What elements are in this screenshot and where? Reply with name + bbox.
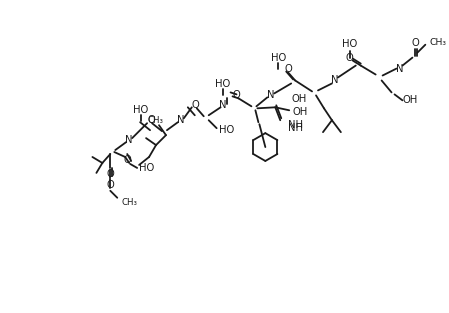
Text: NH: NH bbox=[288, 123, 303, 133]
Text: HO: HO bbox=[271, 53, 286, 63]
Text: N: N bbox=[331, 75, 339, 85]
Text: O: O bbox=[123, 155, 131, 165]
Text: O: O bbox=[284, 64, 292, 74]
Text: CH₃: CH₃ bbox=[121, 198, 137, 207]
Text: O: O bbox=[346, 53, 354, 63]
Text: O: O bbox=[412, 38, 419, 48]
Text: O: O bbox=[106, 180, 114, 190]
Text: CH₃: CH₃ bbox=[147, 116, 163, 125]
Text: HO: HO bbox=[139, 163, 154, 173]
Text: OH: OH bbox=[292, 107, 308, 117]
Text: HO: HO bbox=[133, 105, 149, 115]
Text: OH: OH bbox=[291, 94, 306, 104]
Text: O: O bbox=[147, 115, 155, 125]
Text: O: O bbox=[233, 90, 240, 100]
Text: N: N bbox=[125, 135, 133, 145]
Text: N: N bbox=[219, 100, 226, 110]
Text: HO: HO bbox=[215, 80, 230, 90]
Text: CH₃: CH₃ bbox=[429, 38, 446, 47]
Text: O: O bbox=[192, 100, 200, 110]
Text: O: O bbox=[106, 169, 114, 179]
Text: N: N bbox=[396, 64, 403, 74]
Text: N: N bbox=[267, 90, 274, 100]
Text: HO: HO bbox=[342, 39, 357, 49]
Text: N: N bbox=[177, 115, 185, 125]
Text: NH: NH bbox=[288, 120, 303, 130]
Text: HO: HO bbox=[219, 125, 234, 135]
Text: OH: OH bbox=[402, 95, 418, 105]
